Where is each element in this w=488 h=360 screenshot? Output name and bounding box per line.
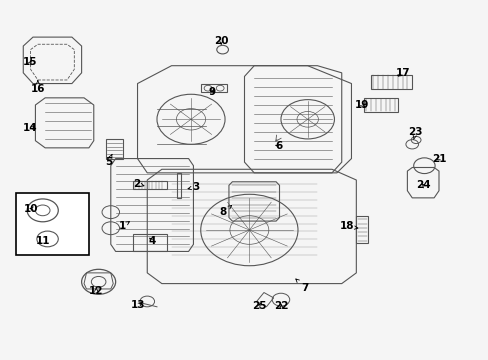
Text: 14: 14 bbox=[23, 123, 38, 133]
Text: 2: 2 bbox=[133, 179, 143, 189]
Text: 5: 5 bbox=[104, 154, 112, 167]
Text: 6: 6 bbox=[274, 141, 282, 151]
Text: 13: 13 bbox=[131, 300, 145, 310]
Text: 15: 15 bbox=[23, 57, 38, 67]
Text: 10: 10 bbox=[24, 203, 39, 213]
Text: 20: 20 bbox=[213, 36, 228, 46]
Bar bbox=[177, 173, 181, 198]
Bar bbox=[363, 98, 397, 112]
Text: 7: 7 bbox=[295, 279, 308, 293]
Text: 16: 16 bbox=[31, 81, 45, 94]
Text: 4: 4 bbox=[148, 236, 156, 246]
Text: 8: 8 bbox=[219, 206, 231, 217]
Text: 3: 3 bbox=[188, 182, 199, 192]
Text: 12: 12 bbox=[89, 286, 103, 296]
Bar bbox=[16, 193, 89, 255]
Text: 24: 24 bbox=[415, 180, 430, 190]
Text: 18: 18 bbox=[339, 221, 357, 231]
Bar bbox=[356, 216, 368, 243]
Bar bbox=[132, 181, 166, 189]
Text: 25: 25 bbox=[251, 301, 266, 311]
Bar bbox=[106, 139, 122, 158]
Bar bbox=[201, 84, 227, 93]
Bar bbox=[132, 234, 166, 251]
Text: 1: 1 bbox=[118, 221, 129, 231]
Text: 23: 23 bbox=[407, 127, 422, 140]
Bar bbox=[370, 75, 411, 89]
Text: 11: 11 bbox=[36, 236, 50, 246]
Text: 21: 21 bbox=[431, 154, 446, 163]
Text: 17: 17 bbox=[395, 68, 409, 78]
Text: 19: 19 bbox=[354, 100, 368, 110]
Text: 9: 9 bbox=[208, 87, 215, 98]
Text: 22: 22 bbox=[274, 301, 288, 311]
